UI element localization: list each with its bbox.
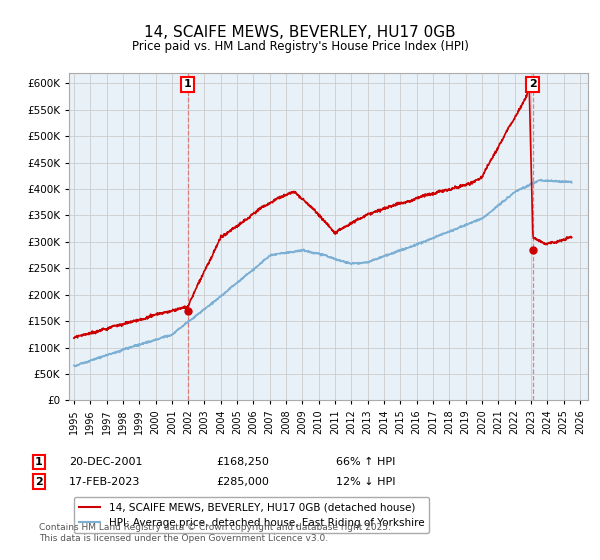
Text: £285,000: £285,000 — [216, 477, 269, 487]
Text: 17-FEB-2023: 17-FEB-2023 — [69, 477, 140, 487]
Text: Contains HM Land Registry data © Crown copyright and database right 2025.
This d: Contains HM Land Registry data © Crown c… — [39, 524, 391, 543]
Text: 20-DEC-2001: 20-DEC-2001 — [69, 457, 143, 467]
Text: 2: 2 — [35, 477, 43, 487]
Text: 1: 1 — [184, 80, 191, 90]
Text: 1: 1 — [35, 457, 43, 467]
Text: 14, SCAIFE MEWS, BEVERLEY, HU17 0GB: 14, SCAIFE MEWS, BEVERLEY, HU17 0GB — [144, 25, 456, 40]
Text: 2: 2 — [529, 80, 537, 90]
Text: £168,250: £168,250 — [216, 457, 269, 467]
Text: 66% ↑ HPI: 66% ↑ HPI — [336, 457, 395, 467]
Text: 12% ↓ HPI: 12% ↓ HPI — [336, 477, 395, 487]
Text: Price paid vs. HM Land Registry's House Price Index (HPI): Price paid vs. HM Land Registry's House … — [131, 40, 469, 53]
Legend: 14, SCAIFE MEWS, BEVERLEY, HU17 0GB (detached house), HPI: Average price, detach: 14, SCAIFE MEWS, BEVERLEY, HU17 0GB (det… — [74, 497, 430, 533]
